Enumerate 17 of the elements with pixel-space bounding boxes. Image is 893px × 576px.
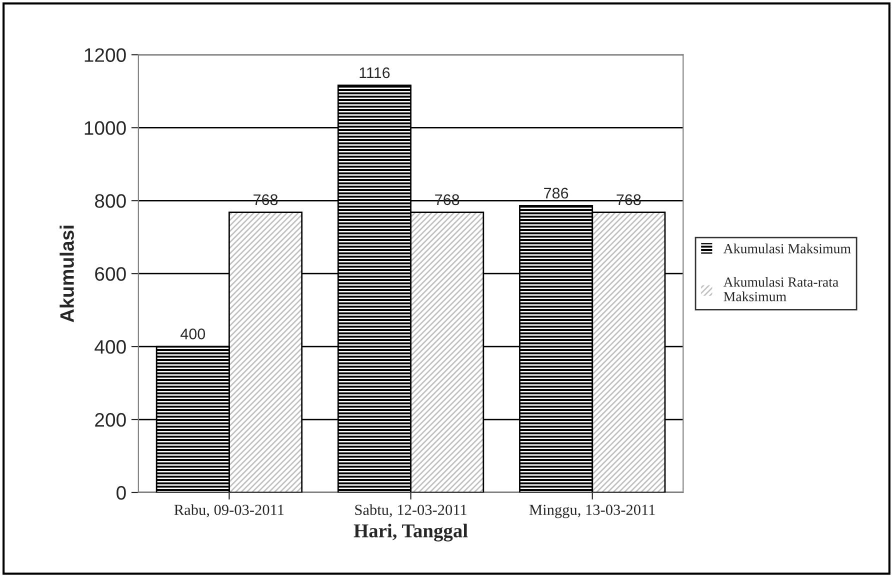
y-tick-label: 600: [95, 267, 126, 281]
y-tick-label: 200: [95, 412, 126, 427]
legend-label: Akumulasi Rata-rata Maksimum: [723, 277, 838, 302]
data-label: 400: [180, 328, 206, 340]
data-label: 786: [544, 188, 568, 199]
data-label: 1116: [360, 67, 390, 78]
y-tick-label: 400: [94, 340, 126, 354]
y-tick-label: 800: [95, 194, 126, 208]
y-tick-label: 1200: [84, 48, 126, 62]
x-axis-title: Hari, Tanggal: [354, 524, 468, 542]
y-axis-title: Akumulasi: [60, 226, 74, 322]
y-tick-label: 0: [116, 486, 126, 500]
legend-label: Akumulasi Maksimum: [723, 244, 851, 254]
x-tick-label: Sabtu, 12-03-2011: [355, 504, 466, 518]
y-tick-label: 1000: [84, 121, 126, 135]
x-tick-label: Rabu, 09-03-2011: [174, 504, 284, 518]
x-tick-label: Minggu, 13-03-2011: [529, 504, 655, 518]
